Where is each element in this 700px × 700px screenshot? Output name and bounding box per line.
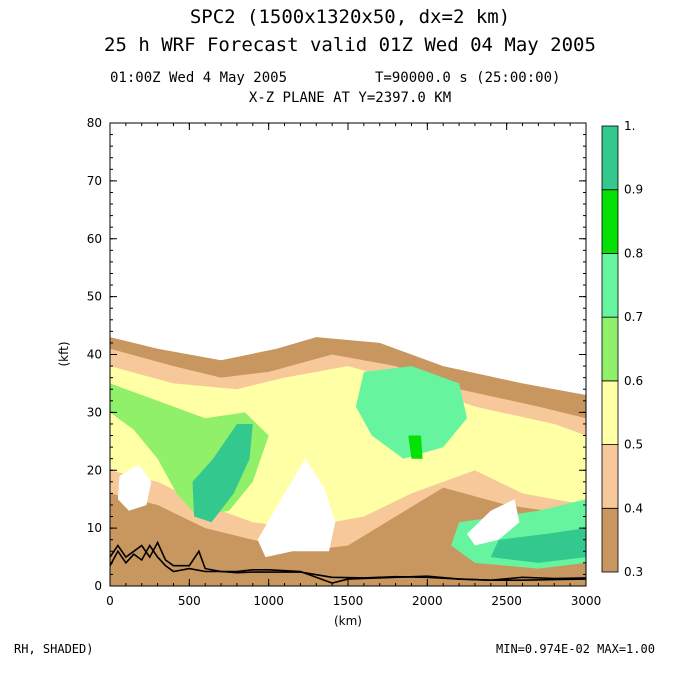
colorbar-tick-label: 0.7 — [624, 310, 643, 324]
colorbar-tick-label: 0.6 — [624, 374, 643, 388]
y-tick-label: 40 — [87, 348, 102, 362]
colorbar-tick-label: 0.8 — [624, 246, 643, 260]
y-tick-label: 80 — [87, 116, 102, 130]
rh-field-1-0-low — [490, 528, 586, 563]
colorbar: 0.3 0.4 0.5 0.6 0.7 0.8 0.9 1. — [601, 119, 643, 579]
rh-field-0-8-core — [408, 435, 423, 459]
x-tick-label: 3000 — [571, 594, 602, 608]
terrain-line-2 — [110, 540, 586, 584]
colorbar-segment — [601, 253, 619, 318]
y-tick-label: 70 — [87, 174, 102, 188]
x-tick-label: 1500 — [333, 594, 364, 608]
colorbar-tick-label: 0.3 — [624, 565, 643, 579]
x-tick-label: 500 — [178, 594, 201, 608]
dry-pocket-3 — [467, 499, 520, 546]
colorbar-tick-label: 0.5 — [624, 438, 643, 452]
field-label: RH, SHADED) — [14, 642, 94, 656]
x-tick-label: 1000 — [253, 594, 284, 608]
rh-field-0-7-region — [355, 366, 467, 459]
colorbar-tick-label: 1. — [624, 119, 635, 133]
dry-pocket-2 — [257, 458, 336, 558]
y-tick-label: 10 — [87, 521, 102, 535]
colorbar-tick-label: 0.9 — [624, 183, 643, 197]
min-max-label: MIN=0.974E-02 MAX=1.00 — [496, 642, 655, 656]
chart-title-line-2: 25 h WRF Forecast valid 01Z Wed 04 May 2… — [104, 34, 596, 56]
y-tick-label: 50 — [87, 290, 102, 304]
colorbar-tick-label: 0.4 — [624, 501, 643, 515]
forecast-time-label: T=90000.0 s (25:00:00) — [375, 70, 561, 86]
x-tick-label: 2500 — [491, 594, 522, 608]
colorbar-segment — [601, 444, 619, 509]
y-axis-label: (kft) — [57, 341, 71, 366]
colorbar-segment — [601, 125, 619, 191]
rh-shaded-fields — [110, 337, 586, 586]
dry-pocket-1 — [117, 464, 152, 511]
y-tick-label: 60 — [87, 232, 102, 246]
colorbar-segment — [601, 316, 619, 382]
valid-time-label: 01:00Z Wed 4 May 2005 — [110, 70, 288, 86]
x-axis-label: (km) — [334, 614, 362, 628]
chart-title-line-1: SPC2 (1500x1320x50, dx=2 km) — [189, 6, 511, 28]
rh-field-0-9-core — [192, 424, 253, 523]
y-tick-label: 20 — [87, 463, 102, 477]
colorbar-segment — [601, 507, 619, 573]
x-axis: 0 500 1000 1500 2000 2500 3000 — [106, 123, 601, 608]
plane-label: X-Z PLANE AT Y=2397.0 KM — [248, 90, 452, 106]
y-tick-label: 0 — [94, 579, 102, 593]
y-axis: 0 10 20 30 40 50 60 70 80 — [87, 116, 586, 593]
x-tick-label: 2000 — [412, 594, 443, 608]
terrain-lines — [110, 540, 586, 584]
x-tick-label: 0 — [106, 594, 114, 608]
y-tick-label: 30 — [87, 405, 102, 419]
colorbar-segment — [601, 189, 619, 254]
colorbar-segment — [601, 380, 619, 445]
